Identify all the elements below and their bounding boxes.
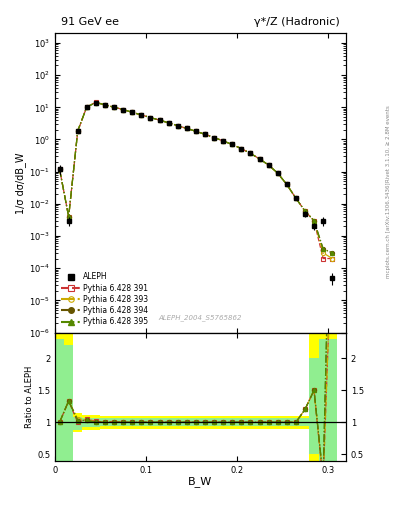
Text: γ*/Z (Hadronic): γ*/Z (Hadronic) bbox=[254, 17, 340, 27]
Y-axis label: 1/σ dσ/dB_W: 1/σ dσ/dB_W bbox=[15, 152, 26, 214]
Text: ALEPH_2004_S5765862: ALEPH_2004_S5765862 bbox=[159, 314, 242, 321]
X-axis label: B_W: B_W bbox=[188, 476, 213, 487]
Text: mcplots.cern.ch [arXiv:1306.3436]: mcplots.cern.ch [arXiv:1306.3436] bbox=[386, 183, 391, 278]
Text: 91 GeV ee: 91 GeV ee bbox=[61, 17, 119, 27]
Legend: ALEPH, Pythia 6.428 391, Pythia 6.428 393, Pythia 6.428 394, Pythia 6.428 395: ALEPH, Pythia 6.428 391, Pythia 6.428 39… bbox=[59, 270, 151, 329]
Y-axis label: Ratio to ALEPH: Ratio to ALEPH bbox=[25, 366, 34, 428]
Text: Rivet 3.1.10, ≥ 2.8M events: Rivet 3.1.10, ≥ 2.8M events bbox=[386, 105, 391, 182]
